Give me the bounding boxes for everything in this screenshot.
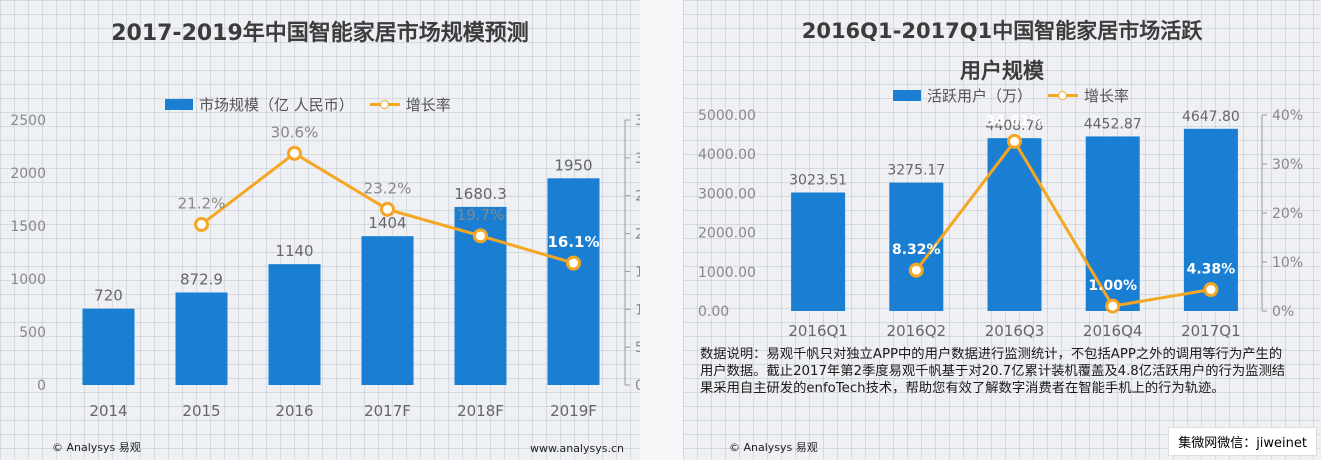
left-bar-line-chart: 0 500 1000 1500 2000 2500 0% 5% 10% 15% 20% 25% 30% 3…: [10, 113, 640, 420]
y-left-tick-label: 1500: [10, 219, 46, 235]
bar: [1183, 128, 1238, 311]
y-right-tick-label: 35%: [635, 113, 640, 129]
x-category-label: 2017F: [364, 402, 411, 420]
bar-value-label: 3275.17: [887, 163, 945, 179]
legend-line-label: 增长率: [405, 96, 451, 114]
growth-rate-label: 4.38%: [1187, 262, 1236, 278]
growth-rate-label: 16.1%: [547, 233, 599, 251]
bar: [268, 264, 321, 385]
x-category-label: 2015: [182, 402, 220, 420]
right-chart-legend: 活跃用户（万） 增长率: [893, 85, 1129, 106]
growth-rate-label: 23.2%: [364, 179, 412, 197]
legend-bar-swatch: [165, 99, 193, 110]
y-left-tick-label: 3000.00: [698, 186, 756, 202]
left-chart-legend: 市场规模（亿 人民币） 增长率: [165, 94, 451, 115]
y-left-tick-label: 500: [19, 325, 46, 341]
x-category-label: 2016Q4: [1083, 322, 1143, 340]
y-right-tick-label: 5%: [635, 340, 640, 356]
y-right-tick-label: 10%: [635, 302, 640, 318]
bar: [361, 236, 414, 385]
y-left-tick-label: 2000: [10, 166, 46, 182]
y-right-tick-label: 30%: [1272, 157, 1303, 173]
x-category-label: 2014: [89, 402, 127, 420]
growth-rate-point: [287, 145, 302, 161]
corner-watermark: 集微网微信：jiweinet: [1168, 427, 1317, 456]
bar-value-label: 1680.3: [454, 185, 507, 203]
y-right-tick-label: 0%: [1272, 304, 1294, 320]
growth-rate-label: 1.00%: [1088, 278, 1137, 294]
bar-value-label: 4408.78: [986, 118, 1044, 134]
y-left-tick-label: 0: [37, 378, 46, 394]
legend-bar-label: 活跃用户（万）: [927, 87, 1033, 105]
y-right-tick-label: 25%: [635, 189, 640, 205]
left-chart-title: 2017-2019年中国智能家居市场规模预测: [111, 21, 529, 46]
growth-rate-point: [1105, 298, 1121, 314]
y-left-tick-label: 2000.00: [698, 226, 756, 242]
y-left-tick-label: 1000: [10, 272, 46, 288]
bar: [791, 192, 846, 311]
bar: [547, 178, 600, 385]
bar-value-label: 4452.87: [1084, 116, 1142, 132]
y-right-tick-label: 20%: [1272, 206, 1303, 222]
growth-rate-label: 21.2%: [178, 194, 226, 212]
growth-rate-line: [915, 138, 1212, 308]
y-left-tick-label: 5000.00: [698, 108, 756, 124]
legend-line-swatch: [1048, 90, 1079, 101]
bar-value-label: 1404: [368, 214, 406, 232]
legend-bar-label: 市场规模（亿 人民币）: [199, 96, 354, 114]
growth-rate-point: [908, 262, 924, 278]
bar-value-label: 1950: [554, 156, 592, 174]
bar: [82, 308, 135, 385]
x-category-label: 2018F: [457, 402, 504, 420]
x-category-label: 2019F: [550, 402, 597, 420]
panel-divider: [640, 0, 683, 460]
y-left-tick-label: 1000.00: [698, 265, 756, 281]
y-left-tick-label: 4000.00: [698, 147, 756, 163]
right-chart-title-line2: 用户规模: [960, 59, 1044, 83]
x-category-label: 2016Q2: [887, 322, 947, 340]
x-category-label: 2016Q3: [985, 322, 1045, 340]
data-notes: 数据说明：易观千帆只对独立APP中的用户数据进行监测统计，不包括APP之外的调用…: [700, 347, 1286, 396]
legend-line-label: 增长率: [1084, 87, 1130, 105]
x-category-label: 2016Q1: [788, 322, 848, 340]
y-right-tick-label: 30%: [635, 151, 640, 167]
growth-rate-label: 34.61%: [985, 113, 1043, 129]
legend-bar-swatch: [893, 90, 921, 101]
bar-value-label: 4647.80: [1182, 109, 1240, 125]
right-chart-title-line1: 2016Q1-2017Q1中国智能家居市场活跃: [801, 19, 1203, 43]
bar-value-label: 720: [94, 287, 123, 305]
y-left-tick-label: 0.00: [698, 304, 729, 320]
growth-rate-label: 30.6%: [271, 123, 319, 141]
y-right-tick-label: 20%: [635, 227, 640, 243]
y-left-tick-label: 2500: [10, 113, 46, 129]
bar-value-label: 3023.51: [789, 172, 847, 188]
growth-rate-label: 8.32%: [892, 242, 941, 258]
growth-rate-point: [1203, 282, 1219, 298]
bar-value-label: 872.9: [180, 270, 223, 288]
y-right-tick-label: 10%: [1272, 255, 1303, 271]
y-right-tick-label: 0%: [635, 378, 640, 394]
growth-rate-point: [194, 216, 209, 232]
y-right-tick-label: 15%: [635, 264, 640, 280]
growth-rate-point: [380, 201, 395, 217]
x-category-label: 2017Q1: [1181, 322, 1241, 340]
x-category-label: 2016: [275, 402, 313, 420]
right-footer-copyright: © Analysys 易观: [729, 441, 818, 454]
growth-rate-label: 19.7%: [457, 206, 505, 224]
left-footer-url: www.analysys.cn: [530, 442, 624, 455]
bar-value-label: 1140: [275, 242, 313, 260]
y-right-tick-label: 40%: [1272, 108, 1303, 124]
growth-rate-point: [1007, 133, 1022, 149]
bar: [1085, 136, 1140, 311]
left-footer-copyright: © Analysys 易观: [52, 441, 141, 454]
legend-line-swatch: [369, 99, 400, 110]
growth-rate-point: [566, 255, 581, 271]
growth-rate-point: [473, 228, 488, 244]
bar: [175, 292, 228, 385]
